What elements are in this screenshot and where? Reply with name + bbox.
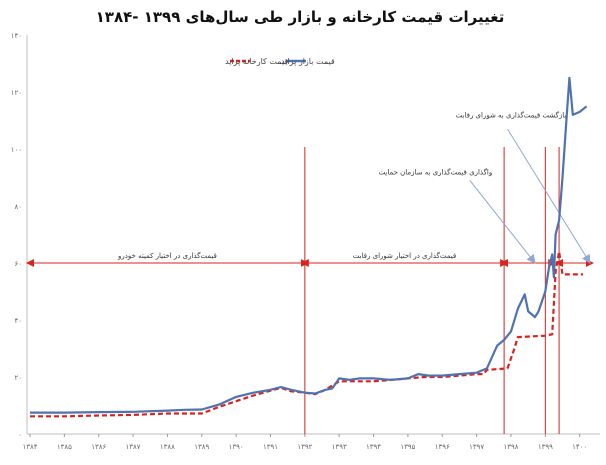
x-ticks: ۱۳۸۴ ۱۳۸۵ ۱۳۸۶ ۱۳۸۷ ۱۳۸۸ ۱۳۸۹ ۱۳۹۰ ۱۳۹۱ ۱۳۹۲ ۱۳۹۳…	[22, 434, 587, 451]
annotation-label: واگذاری قیمت‌گذاری به سازمان حمایت	[379, 168, 493, 177]
series-line	[30, 76, 588, 414]
x-tick-label: ۱۴۰۰	[572, 443, 587, 451]
y-tick-label: ۶۰	[14, 260, 22, 268]
x-tick-label: ۱۳۸۵	[57, 443, 72, 451]
y-ticks: ۰ ۲۰ ۴۰ ۶۰ ۸۰ ۱۰۰ ۱۲۰ ۱۴۰	[11, 32, 22, 439]
x-tick-label: ۱۳۹۳	[332, 443, 347, 451]
series-group	[30, 76, 588, 418]
y-tick-label: ۱۲۰	[11, 89, 22, 97]
separator-lines	[304, 147, 560, 434]
y-tick-label: ۱۰۰	[11, 146, 22, 154]
x-tick-label: ۱۳۹۱	[263, 443, 278, 451]
y-tick-label: ۱۴۰	[11, 32, 22, 40]
period-arrows: قیمت‌گذاری در اختیار کمیته خودرو قیمت‌گذا…	[26, 251, 594, 267]
x-tick-label: ۱۳۹۹	[538, 443, 553, 451]
legend: قیمت بازار پراید قیمت کارخانه پراید	[225, 57, 335, 66]
y-tick-label: ۲۰	[14, 374, 22, 382]
x-tick-label: ۱۳۹۶	[435, 443, 450, 451]
x-tick-label: ۱۳۹۵	[400, 443, 415, 451]
x-tick-label: ۱۳۸۶	[91, 443, 106, 451]
period-label: قیمت‌گذاری در اختیار کمیته خودرو	[117, 251, 217, 260]
x-tick-label: ۱۳۹۷	[469, 443, 484, 451]
y-tick-label: ۴۰	[14, 317, 22, 325]
annotation-arrow	[507, 128, 591, 264]
y-tick-label: ۸۰	[14, 203, 22, 211]
x-tick-label: ۱۳۸۹	[194, 443, 209, 451]
series-line	[30, 250, 584, 418]
x-tick-label: ۱۳۸۴	[22, 443, 37, 451]
x-tick-label: ۱۳۹۴	[366, 443, 381, 451]
chart-title: تغییرات قیمت کارخانه و بازار طی سال‌های …	[96, 8, 505, 26]
x-tick-label: ۱۳۹۲	[297, 443, 312, 451]
y-tick-label: ۰	[18, 431, 22, 439]
annotations: واگذاری قیمت‌گذاری به سازمان حمایت بازگشت…	[379, 111, 591, 264]
x-tick-label: ۱۳۹۸	[503, 443, 518, 451]
legend-label-market: قیمت بازار پراید	[281, 57, 335, 66]
x-tick-label: ۱۳۹۰	[229, 443, 244, 451]
annotation-arrow	[469, 180, 536, 264]
period-label: قیمت‌گذاری در اختیار شورای رقابت	[353, 251, 457, 260]
x-tick-label: ۱۳۸۷	[126, 443, 141, 451]
legend-label-factory: قیمت کارخانه پراید	[225, 57, 288, 66]
annotation-label: بازگشت قیمت‌گذاری به شورای رقابت	[456, 111, 567, 120]
x-tick-label: ۱۳۸۸	[160, 443, 175, 451]
